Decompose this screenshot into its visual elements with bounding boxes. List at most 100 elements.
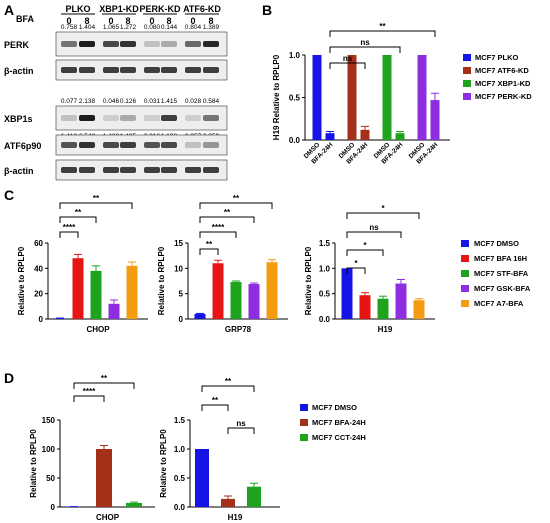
- significance-label: **: [379, 22, 386, 31]
- blot-band: [203, 167, 219, 173]
- blot-band: [120, 167, 136, 173]
- y-axis-label: H19 Relative to RPLP0: [272, 54, 281, 140]
- significance-label: ns: [360, 38, 370, 47]
- x-axis-label: CHOP: [86, 325, 110, 334]
- blot-strip: [55, 134, 228, 156]
- y-axis-label: Relative to RPLP0: [17, 246, 26, 315]
- significance-label: **: [101, 374, 108, 383]
- y-tick-label: 100: [42, 445, 56, 454]
- blot-band: [185, 115, 201, 121]
- bar: [108, 303, 120, 319]
- y-axis-label: Relative to RPLP0: [304, 246, 313, 315]
- legend-label: MCF7 CCT-24H: [312, 433, 366, 442]
- bar: [126, 265, 138, 319]
- significance-bracket: [346, 231, 402, 238]
- bar: [266, 262, 278, 319]
- band-quant: 0.144: [161, 24, 178, 31]
- bar: [347, 55, 357, 140]
- legend-label: MCF7 STF-BFA: [474, 269, 529, 278]
- y-tick-label: 1.0: [174, 445, 186, 454]
- y-tick-label: 5: [179, 290, 184, 299]
- significance-label: **: [225, 377, 232, 386]
- bar: [395, 133, 405, 140]
- bar: [377, 298, 389, 319]
- blot-band: [79, 167, 95, 173]
- legend-swatch: [461, 240, 469, 247]
- blot-band: [61, 67, 77, 73]
- y-axis-label: Relative to RPLP0: [29, 429, 38, 498]
- blot-band: [185, 67, 201, 73]
- significance-label: *: [363, 241, 367, 250]
- significance-bracket: [199, 248, 219, 255]
- bar: [247, 486, 261, 507]
- bar: [221, 498, 235, 507]
- y-tick-label: 0: [51, 503, 56, 512]
- bar: [230, 282, 242, 319]
- legend-label: MCF7 DMSO: [474, 239, 519, 248]
- bar: [417, 55, 427, 140]
- y-tick-label: 1.0: [289, 51, 301, 60]
- bar: [395, 283, 407, 319]
- legend-swatch: [300, 419, 308, 426]
- significance-bracket: [201, 385, 255, 392]
- blot-band: [203, 142, 219, 148]
- blot-band: [103, 41, 119, 47]
- panel-label-d: D: [4, 370, 15, 386]
- significance-bracket: [73, 382, 135, 389]
- significance-label: ns: [369, 223, 379, 232]
- panel-label-c: C: [4, 187, 15, 203]
- blot-band: [161, 115, 177, 121]
- blot-band: [103, 115, 119, 121]
- y-tick-label: 1.0: [319, 264, 331, 273]
- significance-label: *: [354, 259, 358, 268]
- significance-label: ****: [212, 223, 225, 232]
- x-axis-label: H19: [378, 325, 393, 334]
- y-tick-label: 20: [34, 290, 43, 299]
- bar: [341, 268, 353, 319]
- y-axis-label: Relative to RPLP0: [157, 246, 166, 315]
- y-tick-label: 40: [34, 264, 43, 273]
- band-quant: 2.138: [79, 98, 96, 105]
- chart-D2: 0.0 0.5 1.0 1.5 Relative to RPLP0 H19 ** ns **: [159, 377, 280, 522]
- dose-label: 0: [149, 16, 154, 26]
- blot-row-label: β-actin: [4, 166, 34, 176]
- panel-label-a: A: [4, 2, 15, 18]
- blot-group-label: PLKO: [65, 4, 90, 14]
- band-quant: 1.389: [203, 24, 220, 31]
- bar: [325, 133, 335, 140]
- bar: [382, 55, 392, 140]
- blot-band: [185, 167, 201, 173]
- bar: [359, 295, 371, 319]
- legend-swatch: [461, 270, 469, 277]
- blot-row-label: PERK: [4, 40, 30, 50]
- y-tick-label: 150: [42, 416, 56, 425]
- blot-group-label: PERK-KD: [139, 4, 181, 14]
- band-quant: 0.077: [61, 98, 78, 105]
- legend-swatch: [463, 80, 471, 87]
- blot-group-label: XBP1-KD: [99, 4, 139, 14]
- bar: [248, 284, 260, 319]
- y-tick-label: 0.5: [174, 474, 186, 483]
- blot-band: [144, 167, 160, 173]
- legend-swatch: [463, 67, 471, 74]
- significance-bracket: [199, 202, 273, 209]
- dose-label: 0: [66, 16, 71, 26]
- y-tick-label: 0.0: [174, 503, 186, 512]
- blot-band: [144, 41, 160, 47]
- dose-label: 8: [166, 16, 171, 26]
- blot-band: [185, 142, 201, 148]
- dose-label: 8: [208, 16, 213, 26]
- blot-band: [161, 142, 177, 148]
- legend-label: MCF7 GSK-BFA: [474, 284, 531, 293]
- band-quant: 0.804: [185, 24, 202, 31]
- blot-band: [144, 142, 160, 148]
- band-quant: 1.415: [161, 98, 178, 105]
- bar: [96, 449, 112, 507]
- y-tick-label: 0.5: [319, 290, 331, 299]
- significance-bracket: [199, 216, 255, 223]
- significance-label: **: [212, 396, 219, 405]
